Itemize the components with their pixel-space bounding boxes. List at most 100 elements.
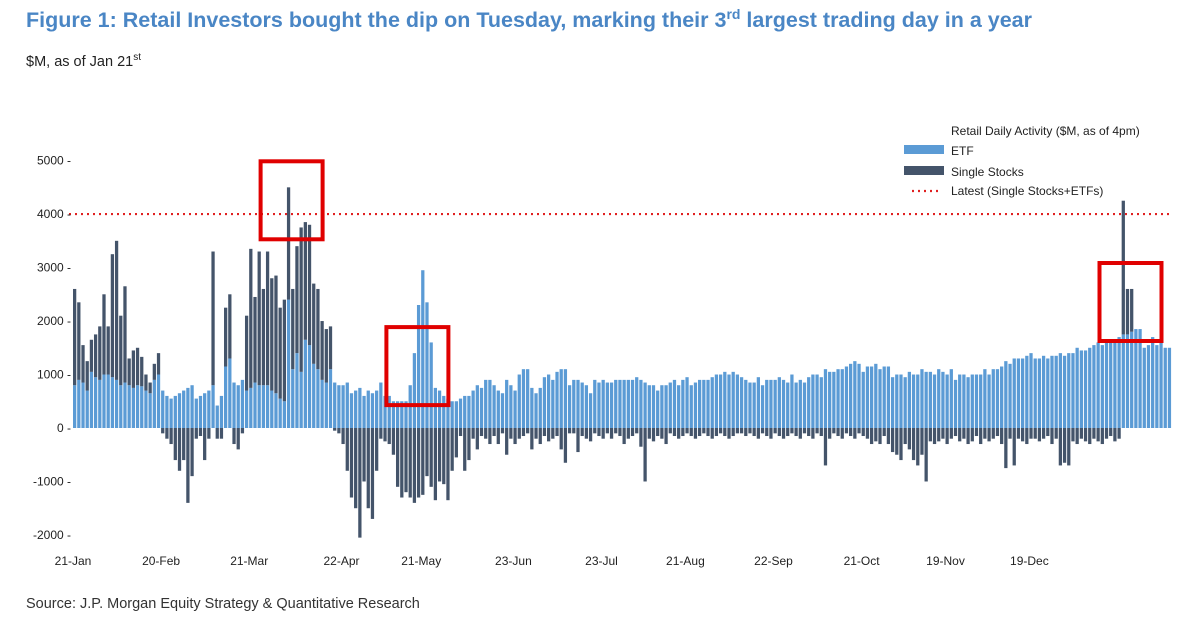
single-stocks-bar bbox=[656, 428, 660, 437]
etf-bar bbox=[756, 377, 760, 428]
single-stocks-bar bbox=[400, 428, 404, 498]
etf-bar bbox=[1092, 345, 1096, 428]
single-stocks-bar bbox=[668, 428, 672, 434]
etf-bar bbox=[387, 395, 391, 428]
etf-bar bbox=[769, 379, 773, 428]
single-stocks-bar bbox=[437, 428, 442, 482]
single-stocks-bar bbox=[681, 428, 685, 437]
single-stocks-bar bbox=[769, 428, 773, 439]
y-tick-label: -1000 - bbox=[33, 475, 71, 489]
legend-etf-label: ETF bbox=[951, 144, 974, 158]
etf-bar bbox=[672, 379, 677, 428]
etf-bar bbox=[366, 390, 370, 428]
etf-bar bbox=[693, 382, 698, 428]
etf-bar bbox=[207, 390, 211, 428]
single-stocks-bar bbox=[404, 428, 408, 493]
single-stocks-bar bbox=[739, 428, 744, 434]
etf-bar bbox=[358, 387, 362, 428]
chart-bars bbox=[73, 187, 1172, 538]
single-stocks-bar bbox=[416, 428, 421, 498]
single-stocks-bar bbox=[274, 275, 278, 394]
etf-bar bbox=[559, 369, 563, 428]
single-stocks-bar bbox=[1121, 200, 1125, 335]
etf-bar bbox=[349, 393, 354, 428]
single-stocks-bar bbox=[1041, 428, 1046, 439]
etf-bar bbox=[278, 398, 282, 428]
etf-bar bbox=[953, 379, 958, 428]
single-stocks-bar bbox=[1037, 428, 1042, 442]
etf-bar bbox=[635, 377, 639, 428]
single-stocks-bar bbox=[89, 339, 94, 372]
legend-single-label: Single Stocks bbox=[951, 165, 1024, 179]
single-stocks-bar bbox=[584, 428, 589, 439]
single-stocks-bar bbox=[547, 428, 551, 442]
single-stocks-bar bbox=[626, 428, 630, 439]
etf-bar bbox=[400, 401, 404, 428]
etf-bar bbox=[98, 379, 102, 428]
etf-bar bbox=[492, 385, 496, 428]
single-stocks-bar bbox=[261, 288, 266, 386]
etf-bar bbox=[744, 379, 748, 428]
etf-bar bbox=[907, 371, 912, 428]
etf-bar bbox=[945, 374, 949, 428]
single-stocks-bar bbox=[987, 428, 991, 442]
single-stocks-bar bbox=[484, 428, 488, 439]
etf-bar bbox=[463, 395, 467, 428]
etf-bar bbox=[567, 385, 572, 428]
etf-bar bbox=[941, 371, 945, 428]
single-stocks-bar bbox=[1000, 428, 1004, 445]
single-stocks-bar bbox=[257, 251, 261, 386]
single-stocks-bar bbox=[442, 428, 446, 485]
single-stocks-bar bbox=[1046, 428, 1050, 437]
single-stocks-bar bbox=[198, 428, 203, 437]
etf-bar bbox=[584, 385, 589, 428]
single-stocks-bar bbox=[727, 428, 731, 439]
single-stocks-bar bbox=[312, 283, 316, 364]
etf-bar bbox=[773, 379, 777, 428]
etf-bar bbox=[1117, 337, 1121, 428]
etf-bar bbox=[563, 369, 568, 428]
single-stocks-bar bbox=[945, 428, 949, 445]
source-note: Source: J.P. Morgan Equity Strategy & Qu… bbox=[26, 596, 420, 612]
single-stocks-bar bbox=[433, 428, 438, 501]
etf-bar bbox=[509, 385, 513, 428]
x-axis: 21-Jan 20-Feb 21-Mar 22-Apr 21-May 23-Jun 23-J… bbox=[55, 554, 1049, 568]
single-stocks-bar bbox=[446, 428, 450, 501]
etf-bar bbox=[182, 390, 186, 428]
single-stocks-bar bbox=[165, 428, 169, 439]
etf-bar bbox=[1020, 358, 1025, 428]
chart-overlay bbox=[69, 159, 1172, 408]
single-stocks-bar bbox=[232, 428, 236, 445]
etf-bar bbox=[173, 395, 177, 428]
etf-bar bbox=[794, 382, 798, 428]
etf-bar bbox=[970, 374, 974, 428]
single-stocks-bar bbox=[467, 428, 471, 461]
etf-bar bbox=[286, 299, 291, 428]
x-tick-label: 22-Apr bbox=[323, 554, 359, 568]
etf-bar bbox=[710, 377, 714, 428]
single-stocks-bar bbox=[492, 428, 496, 437]
etf-bar bbox=[106, 374, 110, 428]
single-stocks-bar bbox=[505, 428, 509, 455]
etf-bar bbox=[781, 379, 786, 428]
etf-bar bbox=[1046, 358, 1050, 428]
etf-bar bbox=[932, 374, 937, 428]
legend-single-swatch bbox=[904, 166, 944, 175]
etf-bar bbox=[1058, 353, 1063, 428]
single-stocks-bar bbox=[609, 428, 614, 439]
single-stocks-bar bbox=[1075, 428, 1079, 445]
etf-bar bbox=[354, 390, 358, 428]
single-stocks-bar bbox=[840, 428, 844, 439]
etf-bar bbox=[513, 390, 517, 428]
etf-bar bbox=[232, 382, 236, 428]
legend-etf-swatch bbox=[904, 145, 944, 154]
single-stocks-bar bbox=[370, 428, 375, 519]
single-stocks-bar bbox=[1067, 428, 1071, 466]
single-stocks-bar bbox=[240, 428, 245, 434]
single-stocks-bar bbox=[1130, 288, 1134, 332]
single-stocks-bar bbox=[723, 428, 727, 437]
etf-bar bbox=[270, 390, 274, 428]
single-stocks-bar bbox=[920, 428, 924, 455]
single-stocks-bar bbox=[479, 428, 484, 437]
single-stocks-bar bbox=[861, 428, 865, 437]
